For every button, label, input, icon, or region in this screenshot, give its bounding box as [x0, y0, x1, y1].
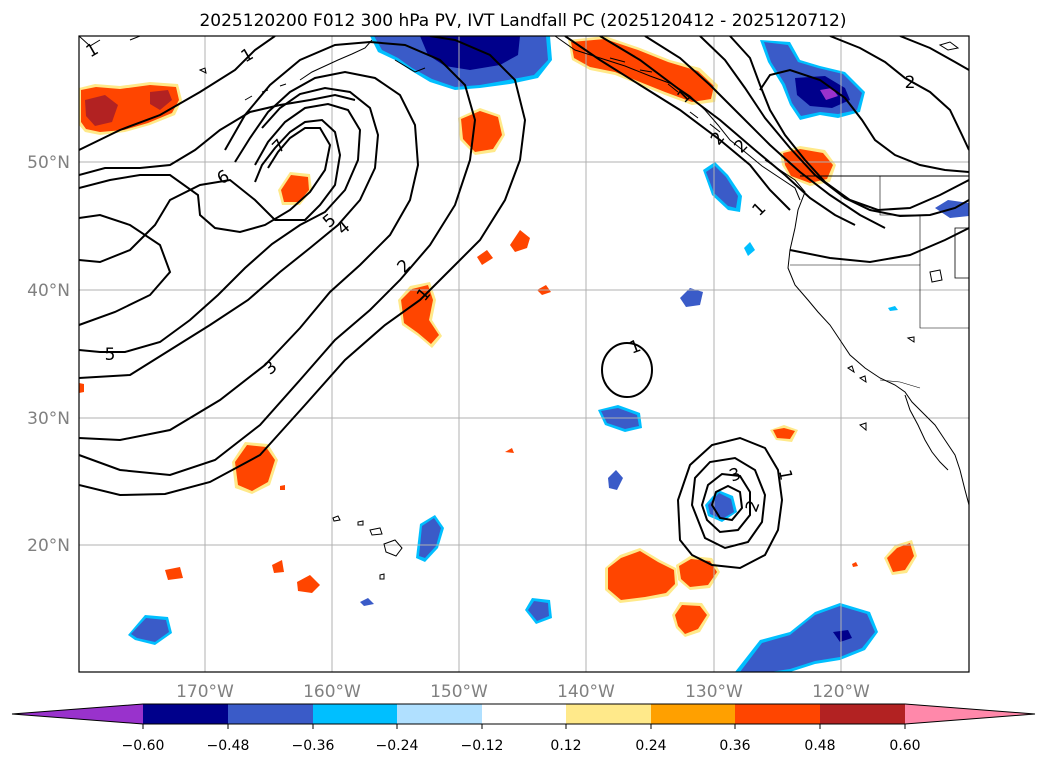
- lon-label: 150°W: [430, 682, 488, 702]
- pv-positive-region: [477, 250, 493, 265]
- contour-label: 1: [774, 468, 796, 482]
- pv-positive-region: [272, 560, 284, 573]
- ivt-contours: [79, 36, 969, 570]
- colorbar-tick-label: −0.12: [461, 738, 504, 754]
- pv-negative-region: [744, 242, 755, 256]
- pv-positive-region: [165, 567, 183, 580]
- colorbar-segment: [397, 704, 482, 724]
- colorbar-segment: [228, 704, 313, 724]
- pv-positive-region: [675, 605, 707, 634]
- pv-strong-negative-region: [420, 36, 520, 70]
- colorbar-tick-label: −0.48: [207, 738, 250, 754]
- colorbar-segment: [313, 704, 397, 724]
- pv-strong-negative-region: [833, 630, 852, 642]
- colorbar-segment: [143, 704, 228, 724]
- pv-positive-region: [773, 428, 795, 439]
- pv-positive-region: [281, 175, 309, 202]
- map-background: [79, 36, 969, 672]
- colorbar-tick-label: 0.36: [719, 738, 750, 754]
- pv-positive-region: [679, 559, 717, 587]
- map-frame: [78, 35, 970, 673]
- map-area: 1 1 2 3 4 5 5 6 7 2 1 1 1 2 3 1 2 2 1: [78, 35, 970, 673]
- map-title: 2025120200 F012 300 hPa PV, IVT Landfall…: [199, 11, 846, 31]
- colorbar-tick-label: 0.24: [635, 738, 666, 754]
- colorbar-segment: [482, 704, 566, 724]
- lat-label: 50°N: [27, 153, 70, 173]
- pv-strong-positive-region: [85, 95, 118, 126]
- pv-positive-region: [235, 445, 275, 491]
- pv-positive-region: [852, 562, 858, 567]
- pv-positive-region: [297, 575, 320, 593]
- contour-label: 5: [105, 345, 116, 365]
- pv-shading: [79, 36, 969, 672]
- contour-label: 2: [905, 73, 916, 93]
- pv-positive-region: [505, 448, 514, 453]
- pv-negative-region: [131, 618, 169, 642]
- pv-positive-region: [608, 551, 675, 600]
- pv-positive-region: [79, 383, 84, 393]
- lon-label: 120°W: [812, 682, 870, 702]
- pv-negative-region: [360, 598, 374, 606]
- colorbar-segment: [566, 704, 651, 724]
- colorbar-tick-label: 0.60: [889, 738, 920, 754]
- lat-label: 40°N: [27, 281, 70, 301]
- pv-extreme-negative-region: [820, 88, 838, 100]
- colorbar-tick-label: −0.60: [122, 738, 165, 754]
- colorbar-segment: [12, 704, 143, 724]
- lon-label: 170°W: [176, 682, 234, 702]
- pv-negative-region: [528, 601, 549, 621]
- lon-label: 130°W: [685, 682, 743, 702]
- colorbar-tick-label: 0.48: [804, 738, 835, 754]
- colorbar: −0.60 −0.48 −0.36 −0.24 −0.12 0.12 0.24 …: [11, 703, 1036, 754]
- latitude-labels: 50°N 40°N 30°N 20°N: [27, 153, 70, 556]
- colorbar-segment: [905, 704, 1035, 724]
- pv-positive-region: [401, 285, 439, 344]
- pv-strong-positive-region: [150, 90, 172, 110]
- lon-label: 140°W: [557, 682, 615, 702]
- longitude-labels: 170°W 160°W 150°W 140°W 130°W 120°W: [176, 682, 870, 702]
- pv-positive-region: [280, 485, 285, 490]
- colorbar-tick-label: −0.24: [376, 738, 419, 754]
- colorbar-tick-label: 0.12: [550, 738, 581, 754]
- colorbar-ticks: [142, 724, 906, 729]
- colorbar-tick-label: −0.36: [292, 738, 335, 754]
- colorbar-segment: [735, 704, 820, 724]
- pv-negative-region: [888, 306, 898, 311]
- pv-positive-region: [461, 111, 502, 152]
- pv-negative-region: [608, 470, 623, 490]
- lat-label: 30°N: [27, 409, 70, 429]
- pv-positive-region: [887, 543, 914, 572]
- lat-label: 20°N: [27, 536, 70, 556]
- lon-label: 160°W: [303, 682, 361, 702]
- colorbar-segment: [651, 704, 735, 724]
- pv-positive-region: [510, 230, 530, 252]
- colorbar-segment: [820, 704, 905, 724]
- pv-negative-region: [680, 288, 703, 307]
- pv-negative-region: [419, 518, 441, 558]
